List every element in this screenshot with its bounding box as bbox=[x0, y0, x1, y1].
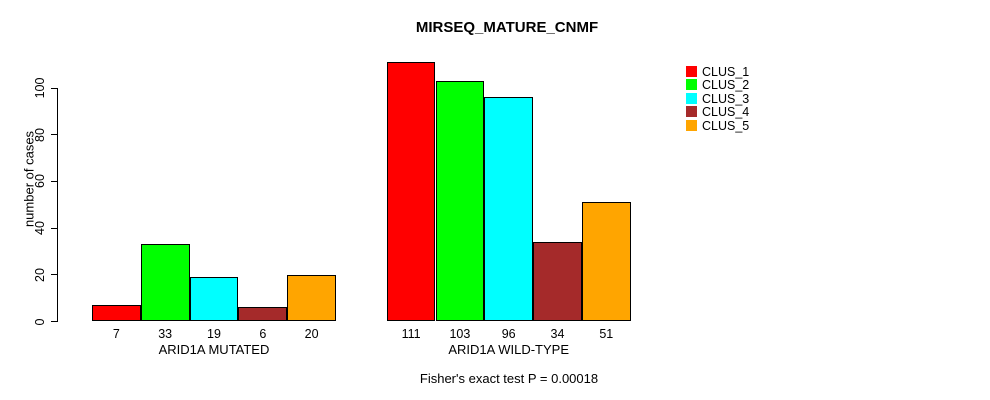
y-axis-tick-label: 80 bbox=[33, 127, 47, 142]
bar-value-label: 51 bbox=[599, 326, 614, 341]
legend-swatch bbox=[686, 106, 697, 118]
x-group-label-wild-type: ARID1A WILD-TYPE bbox=[448, 342, 570, 357]
legend-swatch bbox=[686, 119, 697, 131]
y-axis-tick bbox=[51, 274, 57, 276]
y-axis-tick bbox=[51, 227, 57, 229]
legend-label: CLUS_5 bbox=[702, 118, 750, 133]
bar-value-label: 111 bbox=[401, 326, 421, 341]
bar bbox=[92, 305, 141, 322]
bar-value-label: 96 bbox=[501, 326, 516, 341]
bar bbox=[386, 62, 436, 322]
legend-item: CLUS_3 bbox=[686, 91, 806, 106]
y-axis-tick bbox=[51, 134, 57, 136]
y-axis-tick-label: 0 bbox=[33, 318, 47, 325]
legend-swatch bbox=[686, 66, 697, 77]
bar-value-label: 19 bbox=[207, 326, 221, 341]
legend-label: CLUS_4 bbox=[702, 105, 750, 120]
legend-label: CLUS_2 bbox=[702, 78, 750, 93]
footnote: Fisher's exact test P = 0.00018 bbox=[419, 371, 599, 386]
bar bbox=[287, 274, 336, 322]
y-axis-tick bbox=[51, 320, 57, 323]
y-axis-line bbox=[57, 87, 59, 322]
y-axis-tick-label: 100 bbox=[33, 77, 47, 99]
legend-item: CLUS_2 bbox=[686, 78, 806, 93]
legend-swatch bbox=[686, 92, 697, 104]
bar-value-label: 34 bbox=[550, 326, 565, 341]
bar-value-label: 20 bbox=[304, 326, 319, 341]
legend: CLUS_1 CLUS_2 CLUS_3 CLUS_4 CLUS_5 bbox=[686, 65, 806, 135]
y-axis-tick-label: 20 bbox=[33, 267, 47, 282]
legend-item: CLUS_1 bbox=[686, 65, 806, 79]
x-group-label-mutated: ARID1A MUTATED bbox=[158, 342, 270, 357]
bar-value-label: 6 bbox=[259, 326, 267, 341]
legend-label: CLUS_3 bbox=[702, 91, 750, 106]
bar-value-label: 33 bbox=[158, 326, 173, 341]
legend-item: CLUS_5 bbox=[686, 118, 806, 133]
chart-title: MIRSEQ_MATURE_CNMF bbox=[415, 19, 599, 36]
bar bbox=[238, 307, 288, 322]
bar-value-label: 7 bbox=[112, 326, 120, 341]
bar bbox=[140, 244, 190, 322]
bar bbox=[189, 277, 239, 322]
y-axis-tick-label: 40 bbox=[33, 221, 47, 236]
bar bbox=[533, 242, 582, 322]
bar bbox=[484, 97, 534, 322]
bar-value-label: 103 bbox=[449, 326, 471, 341]
y-axis-tick bbox=[51, 87, 57, 89]
legend-swatch bbox=[686, 79, 697, 91]
y-axis-tick-label: 60 bbox=[33, 174, 47, 189]
bar bbox=[581, 202, 631, 322]
legend-item: CLUS_4 bbox=[686, 105, 806, 120]
bar bbox=[435, 81, 485, 322]
y-axis-tick bbox=[51, 180, 57, 183]
legend-label: CLUS_1 bbox=[702, 65, 750, 79]
